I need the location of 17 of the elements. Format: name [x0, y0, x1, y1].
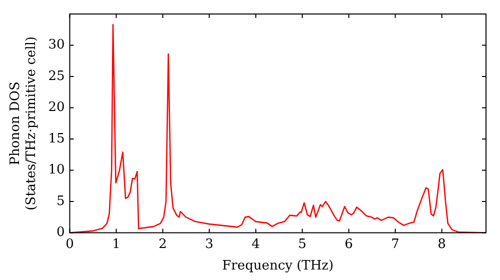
x-tick-label: 6 [344, 236, 353, 252]
y-tick-label: 10 [48, 162, 65, 178]
x-tick-label: 1 [112, 236, 120, 252]
y-tick-label: 20 [48, 100, 65, 116]
y-tick-label: 30 [48, 38, 65, 53]
x-tick-label: 2 [158, 236, 167, 252]
x-tick-label: 8 [438, 236, 446, 252]
y-axis-title: Phonon DOS (States/THz·primitive cell) [8, 36, 39, 210]
x-axis-title: Frequency (THz) [222, 258, 334, 274]
y-tick-label: 0 [56, 225, 65, 240]
x-tick-label: 4 [252, 236, 260, 252]
x-tick-label: 7 [391, 236, 400, 252]
y-tick-label: 5 [56, 194, 65, 209]
x-tick-label: 3 [205, 236, 214, 252]
y-tick-label: 25 [48, 68, 65, 84]
y-tick-label: 15 [48, 131, 65, 146]
x-tick-label: 5 [298, 236, 306, 252]
